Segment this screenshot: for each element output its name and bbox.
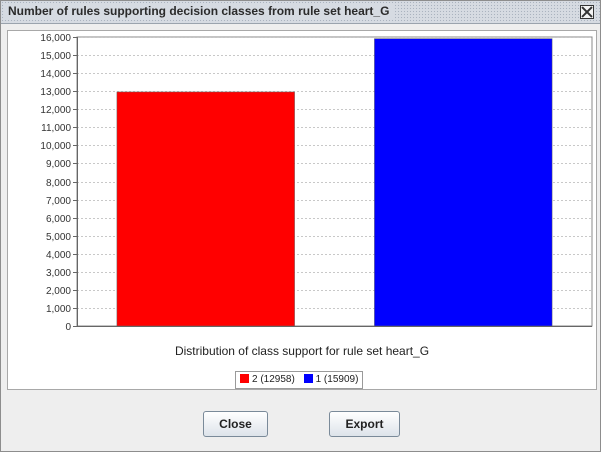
y-tick-label: 3,000 xyxy=(46,268,71,279)
y-tick-label: 6,000 xyxy=(46,214,71,225)
y-tick-label: 0 xyxy=(65,322,71,333)
bar-class-1 xyxy=(374,38,553,327)
title-bar[interactable]: Number of rules supporting decision clas… xyxy=(1,1,600,24)
legend-item-class-2: 2 (12958) xyxy=(240,374,295,385)
y-tick-label: 10,000 xyxy=(40,141,71,152)
y-tick-label: 4,000 xyxy=(46,250,71,261)
close-button[interactable]: Close xyxy=(203,411,268,437)
y-tick-label: 5,000 xyxy=(46,232,71,243)
legend-swatch-red xyxy=(240,374,249,383)
window-title: Number of rules supporting decision clas… xyxy=(4,3,396,20)
y-tick-label: 12,000 xyxy=(40,105,71,116)
y-tick-label: 14,000 xyxy=(40,69,71,80)
y-tick-label: 9,000 xyxy=(46,159,71,170)
bar-chart: 0 1,000 2,000 3,000 4,000 5,000 6,000 7,000 8,00… xyxy=(40,33,593,333)
y-tick-label: 7,000 xyxy=(46,196,71,207)
y-tick-label: 1,000 xyxy=(46,304,71,315)
chart-legend: 2 (12958) 1 (15909) xyxy=(235,371,364,389)
y-tick-label: 15,000 xyxy=(40,51,71,62)
bar-class-2 xyxy=(116,91,295,327)
y-tick-label: 8,000 xyxy=(46,178,71,189)
legend-label: 2 (12958) xyxy=(252,374,295,385)
y-tick-label: 16,000 xyxy=(40,33,71,44)
legend-label: 1 (15909) xyxy=(315,374,359,385)
close-window-icon[interactable] xyxy=(580,5,594,19)
y-tick-label: 2,000 xyxy=(46,286,71,297)
legend-item-class-1: 1 (15909) xyxy=(303,374,359,385)
legend-swatch-blue xyxy=(303,374,313,383)
export-button[interactable]: Export xyxy=(329,411,400,437)
y-tick-label: 13,000 xyxy=(40,87,71,98)
x-axis-label: Distribution of class support for rule s… xyxy=(174,344,430,358)
chart-panel: 0 1,000 2,000 3,000 4,000 5,000 6,000 7,000 8,00… xyxy=(7,30,597,390)
y-tick-label: 11,000 xyxy=(41,123,71,134)
